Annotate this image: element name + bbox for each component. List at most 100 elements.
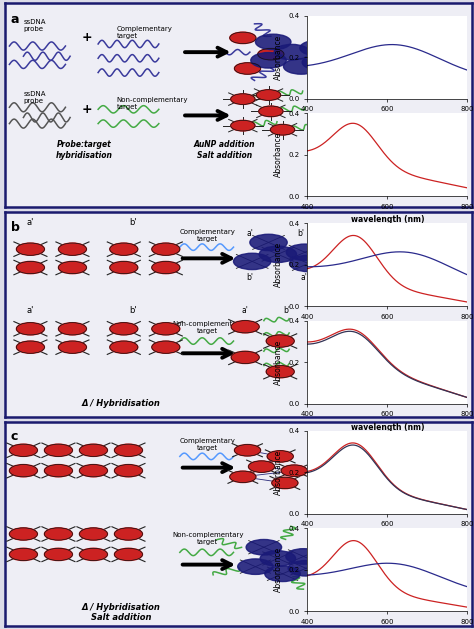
X-axis label: wavelength (nm): wavelength (nm)	[350, 423, 424, 432]
Text: a': a'	[27, 306, 34, 315]
Circle shape	[265, 566, 301, 582]
Circle shape	[114, 528, 143, 540]
Text: Non-complementary
target: Non-complementary target	[172, 321, 244, 333]
Circle shape	[152, 323, 180, 335]
Text: b': b'	[298, 230, 305, 238]
Circle shape	[248, 461, 274, 472]
Circle shape	[266, 365, 294, 378]
Circle shape	[58, 262, 86, 274]
Text: c: c	[11, 430, 18, 443]
Y-axis label: Absorbance: Absorbance	[273, 450, 283, 495]
Text: Complementary
target: Complementary target	[180, 229, 236, 242]
Text: +: +	[81, 31, 92, 45]
Circle shape	[251, 53, 286, 68]
Circle shape	[17, 262, 45, 274]
X-axis label: wavelength (nm): wavelength (nm)	[350, 118, 424, 127]
Circle shape	[259, 246, 297, 262]
Circle shape	[17, 323, 45, 335]
Circle shape	[270, 125, 295, 135]
Y-axis label: Absorbance: Absorbance	[273, 242, 283, 287]
Circle shape	[231, 351, 259, 364]
Text: Complementary
target: Complementary target	[180, 438, 236, 451]
Text: a': a'	[300, 273, 307, 282]
Circle shape	[231, 94, 255, 104]
Circle shape	[260, 551, 296, 566]
X-axis label: wavelength (nm): wavelength (nm)	[350, 325, 424, 335]
Circle shape	[45, 444, 73, 457]
Circle shape	[9, 444, 37, 457]
Text: a: a	[11, 13, 19, 26]
Circle shape	[45, 528, 73, 540]
Circle shape	[114, 444, 143, 457]
Circle shape	[235, 445, 261, 456]
Text: b: b	[11, 221, 20, 233]
Circle shape	[290, 255, 327, 272]
Circle shape	[238, 559, 273, 574]
Text: a': a'	[242, 306, 249, 315]
Circle shape	[274, 45, 310, 60]
Circle shape	[272, 477, 298, 489]
Circle shape	[281, 465, 307, 476]
Circle shape	[230, 32, 256, 43]
Circle shape	[302, 55, 337, 70]
Circle shape	[246, 540, 282, 555]
Text: Complementary
target: Complementary target	[117, 26, 173, 38]
Circle shape	[80, 548, 108, 560]
Y-axis label: Absorbance: Absorbance	[273, 547, 283, 593]
Circle shape	[114, 465, 143, 477]
Text: +: +	[81, 103, 92, 116]
Circle shape	[80, 444, 108, 457]
Y-axis label: Absorbance: Absorbance	[273, 132, 283, 177]
Text: b': b'	[129, 306, 137, 315]
Circle shape	[58, 323, 86, 335]
Circle shape	[58, 341, 86, 353]
Circle shape	[45, 465, 73, 477]
Circle shape	[234, 253, 271, 270]
Circle shape	[231, 321, 259, 333]
Circle shape	[286, 548, 321, 564]
Circle shape	[9, 548, 37, 560]
Circle shape	[17, 243, 45, 255]
Text: Δ / Hybridisation: Δ / Hybridisation	[82, 399, 161, 408]
Circle shape	[45, 548, 73, 560]
Circle shape	[110, 323, 138, 335]
Text: Non-complementary
target: Non-complementary target	[117, 97, 188, 110]
X-axis label: wavelength (nm): wavelength (nm)	[350, 533, 424, 542]
Y-axis label: Absorbance: Absorbance	[273, 35, 283, 80]
Circle shape	[152, 341, 180, 353]
Circle shape	[283, 58, 319, 74]
Circle shape	[9, 465, 37, 477]
Circle shape	[288, 560, 324, 576]
Circle shape	[80, 465, 108, 477]
Circle shape	[267, 451, 293, 462]
Text: a': a'	[246, 230, 253, 238]
Circle shape	[250, 234, 287, 250]
Circle shape	[110, 243, 138, 255]
Text: b': b'	[129, 218, 137, 227]
Circle shape	[258, 48, 284, 60]
Circle shape	[110, 262, 138, 274]
Circle shape	[230, 471, 256, 482]
Circle shape	[231, 120, 255, 131]
Text: Non-complementary
target: Non-complementary target	[172, 532, 244, 545]
Circle shape	[58, 243, 86, 255]
Circle shape	[300, 40, 335, 56]
Text: ssDNA
probe: ssDNA probe	[23, 19, 46, 33]
Text: Δ / Hybridisation
Salt addition: Δ / Hybridisation Salt addition	[82, 603, 161, 622]
Circle shape	[17, 341, 45, 353]
Text: a': a'	[27, 218, 34, 227]
Text: Probe:target
hybridisation: Probe:target hybridisation	[55, 140, 112, 160]
Circle shape	[255, 34, 291, 50]
Circle shape	[256, 90, 281, 101]
Y-axis label: Absorbance: Absorbance	[273, 340, 283, 385]
Text: ssDNA
probe: ssDNA probe	[23, 91, 46, 104]
Text: b': b'	[246, 273, 254, 282]
Circle shape	[110, 341, 138, 353]
Circle shape	[114, 548, 143, 560]
Circle shape	[286, 244, 324, 260]
Text: AuNP addition
Salt addition: AuNP addition Salt addition	[193, 140, 255, 160]
Circle shape	[266, 335, 294, 347]
Circle shape	[235, 63, 261, 74]
X-axis label: wavelength (nm): wavelength (nm)	[350, 215, 424, 225]
Circle shape	[80, 528, 108, 540]
